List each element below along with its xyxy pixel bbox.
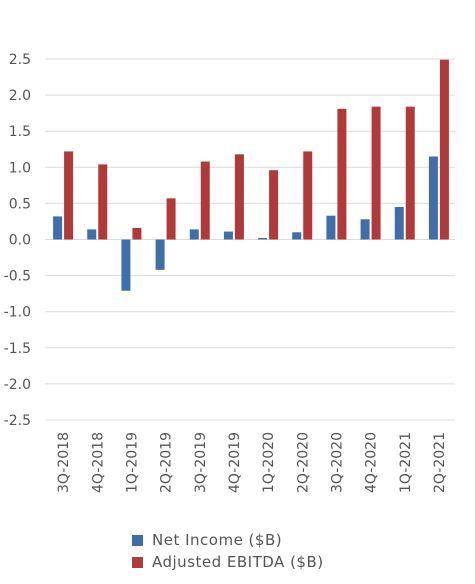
bar-net-income xyxy=(326,215,336,240)
bar-adjusted-ebitda xyxy=(200,161,210,240)
bar-adjusted-ebitda xyxy=(269,170,279,240)
bar-net-income xyxy=(155,239,165,270)
y-tick-label: -0.5 xyxy=(4,269,31,285)
x-tick-label: 4Q-2019 xyxy=(227,432,243,493)
bar-net-income xyxy=(428,156,438,240)
bar-adjusted-ebitda xyxy=(439,59,449,240)
y-axis-ticks: 2.5 2.0 1.5 1.0 0.5 0.0 -0.5 -1.0 -1.5 -2.0 -2.5 xyxy=(4,52,31,429)
x-tick-label: 3Q-2020 xyxy=(329,432,345,493)
bar-adjusted-ebitda xyxy=(98,164,108,240)
y-tick-label: -1.5 xyxy=(4,341,31,357)
bar-adjusted-ebitda xyxy=(64,151,74,240)
bar-net-income xyxy=(223,231,233,240)
y-tick-label: 2.0 xyxy=(9,88,31,104)
bar-net-income xyxy=(87,229,97,240)
y-tick-label: 0.0 xyxy=(9,233,31,249)
bar-adjusted-ebitda xyxy=(337,108,347,240)
bars xyxy=(53,59,449,291)
legend-swatch-adjusted-ebitda xyxy=(132,556,143,568)
bar-net-income xyxy=(53,216,63,240)
x-tick-label: 1Q-2019 xyxy=(124,432,140,493)
y-tick-label: 2.5 xyxy=(9,52,31,68)
legend-item-adjusted-ebitda: Adjusted EBITDA ($B) xyxy=(132,551,324,573)
x-tick-label: 2Q-2019 xyxy=(159,432,175,493)
x-tick-label: 3Q-2018 xyxy=(56,432,72,493)
bar-adjusted-ebitda xyxy=(166,198,176,240)
bar-net-income xyxy=(189,229,199,240)
legend: Net Income ($B) Adjusted EBITDA ($B) xyxy=(132,529,324,573)
x-tick-label: 1Q-2021 xyxy=(398,432,414,493)
bar-net-income xyxy=(292,232,302,240)
x-tick-label: 4Q-2018 xyxy=(90,432,106,493)
gridlines xyxy=(45,58,455,421)
x-tick-label: 2Q-2021 xyxy=(432,432,448,493)
x-tick-label: 4Q-2020 xyxy=(364,432,380,493)
legend-item-net-income: Net Income ($B) xyxy=(132,529,324,551)
y-tick-label: -2.5 xyxy=(4,413,31,429)
x-tick-label: 3Q-2019 xyxy=(193,432,209,493)
legend-swatch-net-income xyxy=(132,534,143,546)
y-tick-label: -1.0 xyxy=(4,305,31,321)
y-tick-label: -2.0 xyxy=(4,377,31,393)
x-tick-label: 1Q-2020 xyxy=(261,432,277,493)
bar-adjusted-ebitda xyxy=(303,151,313,240)
y-tick-label: 1.5 xyxy=(9,124,31,140)
bar-adjusted-ebitda xyxy=(405,106,415,240)
x-tick-label: 2Q-2020 xyxy=(295,432,311,493)
y-tick-label: 1.0 xyxy=(9,160,31,176)
bar-net-income xyxy=(394,207,404,240)
bar-adjusted-ebitda xyxy=(234,154,244,240)
x-axis-ticks: 3Q-2018 4Q-2018 1Q-2019 2Q-2019 3Q-2019 4Q-20… xyxy=(56,432,448,493)
bar-net-income xyxy=(360,219,370,240)
bar-adjusted-ebitda xyxy=(371,106,381,240)
bar-adjusted-ebitda xyxy=(132,227,142,240)
y-tick-label: 0.5 xyxy=(9,196,31,212)
legend-label-net-income: Net Income ($B) xyxy=(152,531,283,549)
bar-net-income xyxy=(121,239,131,291)
legend-label-adjusted-ebitda: Adjusted EBITDA ($B) xyxy=(152,553,324,571)
bar-net-income xyxy=(258,238,268,240)
